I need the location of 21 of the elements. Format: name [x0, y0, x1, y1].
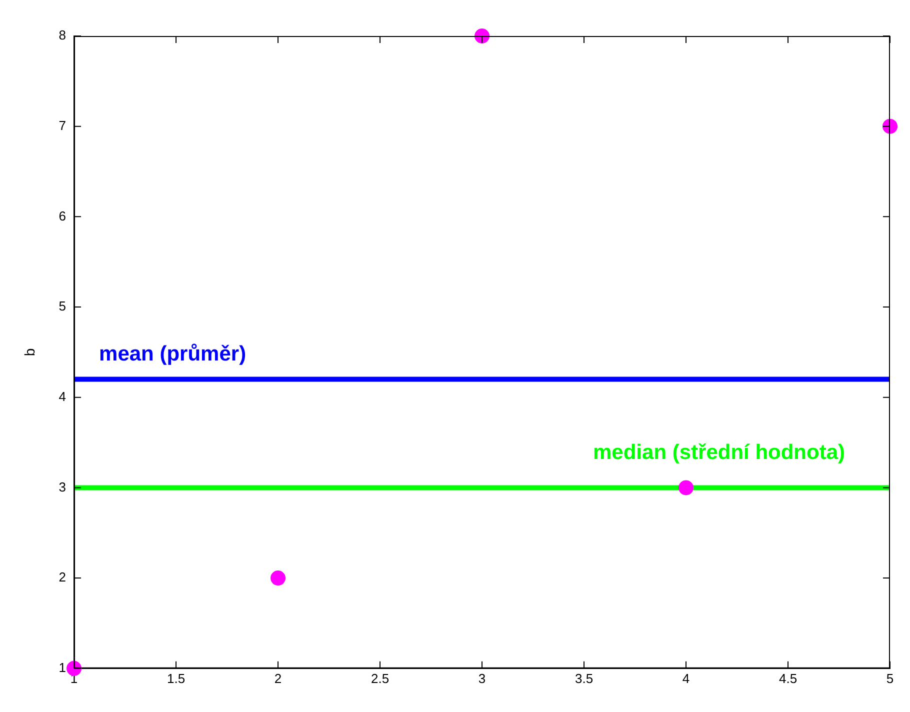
x-tick-label: 3.5 [574, 670, 594, 686]
y-tick-label: 6 [58, 208, 66, 224]
y-tick-label: 7 [58, 118, 66, 133]
y-tick-label: 5 [58, 298, 66, 314]
x-tick-label: 4 [682, 670, 690, 686]
y-tick-label: 8 [58, 28, 66, 43]
ref-line-label: median (střední hodnota) [593, 441, 845, 464]
x-tick-label: 3 [478, 670, 486, 686]
ref-line-label: mean (průměr) [99, 342, 246, 366]
x-tick-label: 2 [274, 670, 282, 686]
x-tick-label: 2.5 [370, 670, 390, 686]
y-axis-title: b [21, 348, 38, 356]
y-tick-label: 4 [58, 388, 66, 404]
x-tick-label: 5 [886, 670, 894, 686]
y-tick-label: 3 [58, 479, 66, 494]
point [678, 480, 694, 496]
point [270, 570, 286, 586]
x-tick-label: 4.5 [778, 670, 798, 686]
x-tick-label: 1.5 [166, 670, 186, 686]
y-tick-label: 1 [58, 660, 66, 675]
y-tick-label: 2 [58, 570, 66, 585]
